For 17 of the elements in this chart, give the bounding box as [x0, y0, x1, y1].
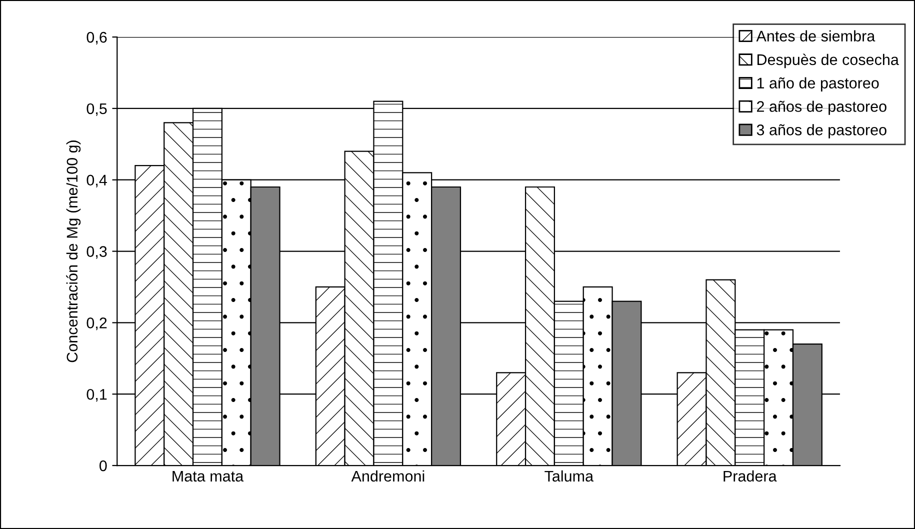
- y-tick-label: 0,5: [86, 103, 107, 116]
- y-tick-label: 0,2: [86, 318, 107, 330]
- legend-label: Antes de siembra: [756, 30, 876, 42]
- y-axis-title: Concentración de Mg (me/100 g): [66, 140, 81, 362]
- legend-label: 1 año de pastoreo: [757, 77, 879, 92]
- legend-label: Despuès de cosecha: [757, 54, 899, 68]
- legend-label: 2 años de pastoreo: [757, 100, 886, 115]
- x-tick-label: Pradera: [724, 470, 777, 482]
- y-tick-label: 0,1: [86, 388, 107, 402]
- y-tick-label: 0,4: [86, 174, 107, 188]
- x-tick-label: Andremoni: [351, 470, 424, 482]
- y-tick-label: 0,3: [86, 246, 107, 259]
- legend-label: 3 años de pastoreo: [756, 124, 886, 138]
- y-tick-label: 0: [100, 460, 107, 472]
- x-tick-label: Mata mata: [172, 470, 244, 482]
- x-tick-label: Taluma: [544, 470, 594, 482]
- y-tick-label: 0,6: [86, 32, 107, 45]
